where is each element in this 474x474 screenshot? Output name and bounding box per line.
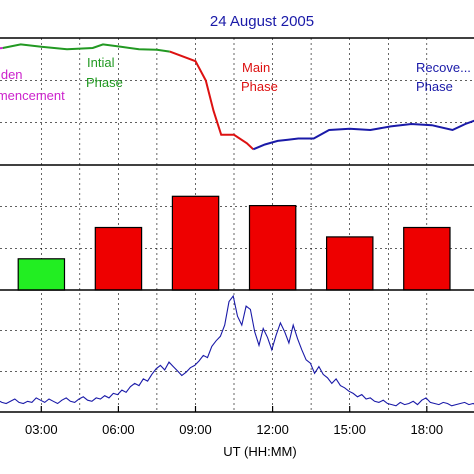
recovery-phase-label-line1: Recove... (416, 60, 471, 75)
dst-series-sudden-commencement (0, 47, 3, 50)
activity-index-panel (0, 294, 474, 407)
x-tick-label: 12:00 (256, 422, 289, 437)
kp-bar-panel (17, 195, 451, 291)
dst-series-intial-phase (2, 43, 170, 53)
kp-bar (326, 236, 374, 291)
dst-series-main-phase (169, 50, 254, 151)
x-tick-label: 18:00 (411, 422, 444, 437)
main-phase-label-line1: Main (242, 60, 270, 75)
x-tick-label: 03:00 (25, 422, 58, 437)
x-tick-label: 06:00 (102, 422, 135, 437)
x-axis-title: UT (HH:MM) (223, 444, 296, 459)
panel-frames (0, 37, 474, 413)
kp-bar (17, 258, 66, 291)
activity-index-line (0, 294, 474, 407)
x-tick-label: 15:00 (333, 422, 366, 437)
main-phase-label-line2: Phase (241, 79, 278, 94)
dst-panel (0, 43, 474, 151)
recovery-phase-label-line2: Phase (416, 79, 453, 94)
x-axis-ticks: 03:00 06:00 09:00 12:00 15:00 18:00 (25, 406, 443, 437)
x-tick-label: 09:00 (179, 422, 212, 437)
initial-phase-label-line1: Intial (87, 55, 115, 70)
grid (0, 38, 474, 413)
kp-bar (94, 226, 143, 291)
dst-series-recovery-phase (252, 119, 474, 151)
kp-bar (171, 195, 220, 291)
chart-title: 24 August 2005 (210, 13, 314, 30)
sudden-commencement-label-line2: ...mencement (0, 88, 65, 103)
initial-phase-label-line2: Phase (86, 75, 123, 90)
kp-bar (248, 205, 297, 291)
kp-bar (403, 226, 451, 291)
sudden-commencement-label-line1: ...den (0, 67, 23, 82)
